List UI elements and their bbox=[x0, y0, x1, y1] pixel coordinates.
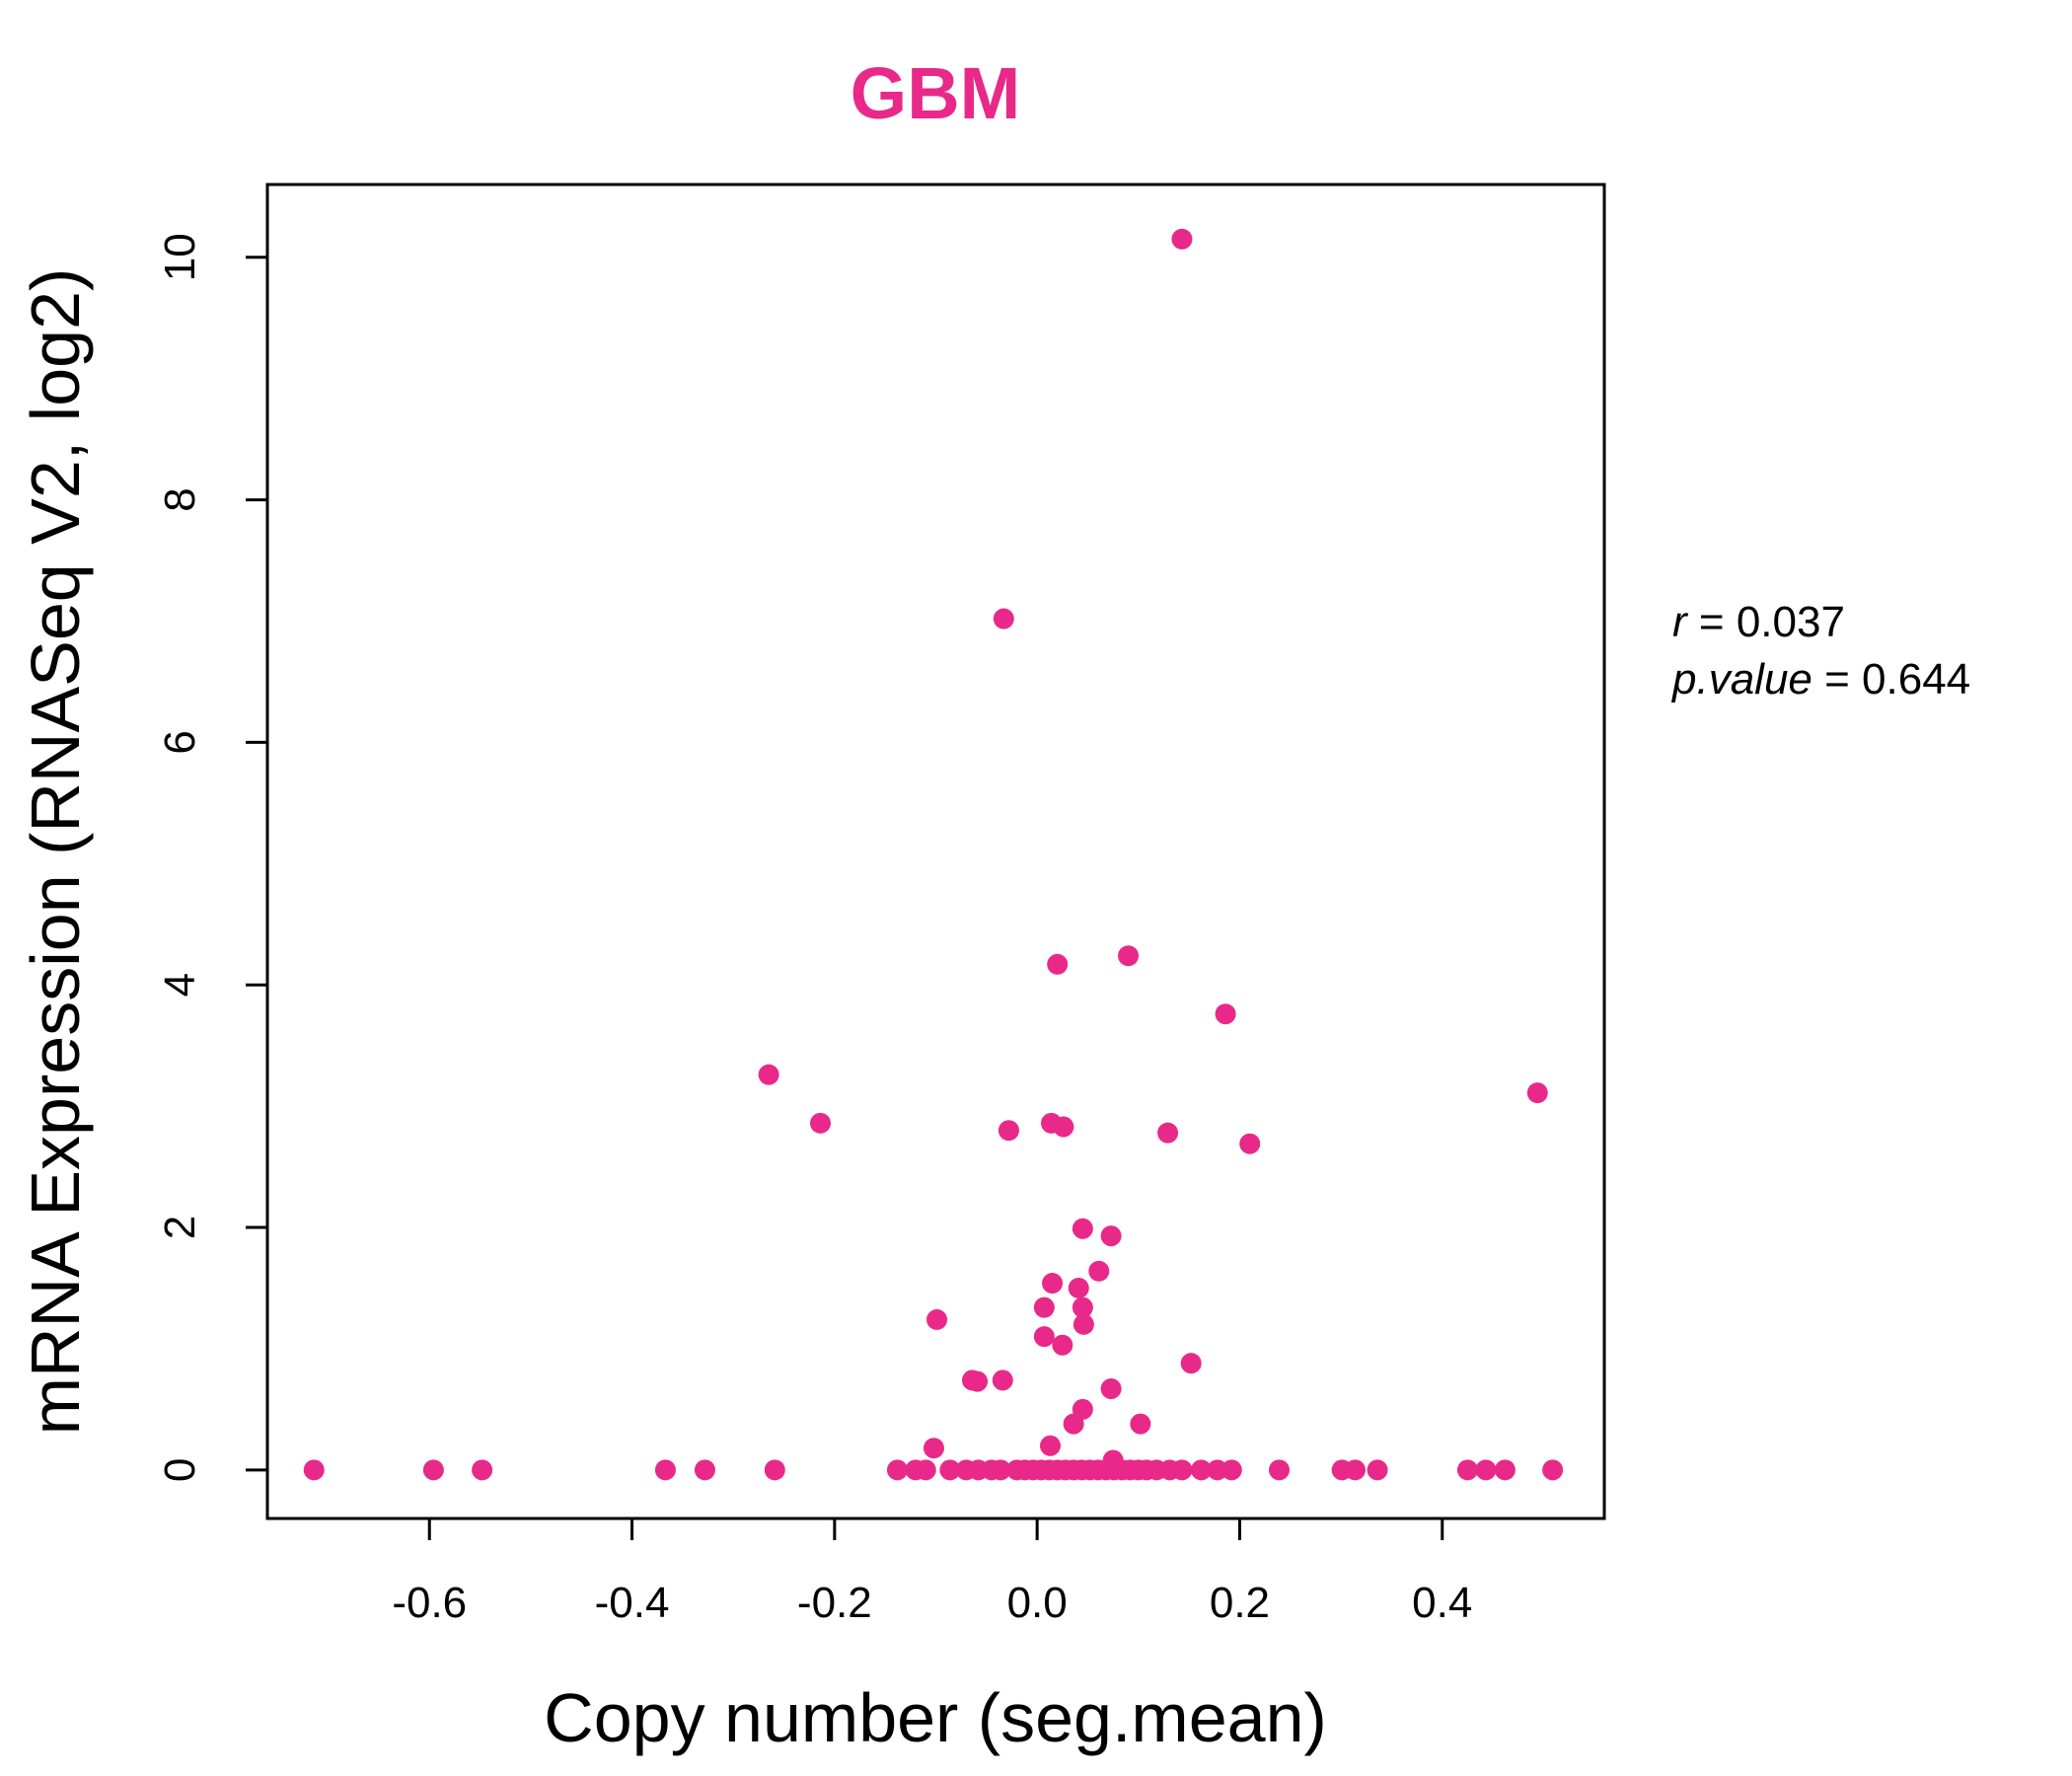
y-tick-label: 8 bbox=[156, 487, 204, 511]
data-point bbox=[993, 608, 1014, 629]
data-point bbox=[939, 1459, 961, 1481]
x-tick-label: 0.0 bbox=[1007, 1579, 1068, 1627]
y-tick-label: 6 bbox=[156, 730, 204, 754]
correlation-stats: r = 0.037 p.value = 0.644 bbox=[1670, 598, 1970, 703]
y-tick-label: 2 bbox=[156, 1216, 204, 1239]
data-point bbox=[1180, 1353, 1202, 1374]
data-point bbox=[1542, 1459, 1564, 1481]
data-point bbox=[1207, 1459, 1228, 1481]
data-point bbox=[1171, 228, 1193, 250]
data-point bbox=[886, 1459, 908, 1481]
data-point bbox=[1073, 1313, 1094, 1335]
chart-title: GBM bbox=[851, 52, 1021, 134]
data-point bbox=[926, 1308, 948, 1330]
data-point bbox=[1042, 1273, 1064, 1295]
data-point bbox=[1475, 1459, 1497, 1481]
data-point bbox=[1215, 1003, 1236, 1025]
data-point bbox=[1157, 1122, 1179, 1144]
x-tick-label: -0.6 bbox=[392, 1579, 467, 1627]
data-point bbox=[1344, 1459, 1366, 1481]
data-point bbox=[694, 1459, 715, 1481]
x-tick-label: -0.4 bbox=[595, 1579, 670, 1627]
data-point bbox=[1033, 1326, 1055, 1348]
data-point bbox=[758, 1064, 779, 1085]
data-point bbox=[1063, 1413, 1084, 1435]
data-point bbox=[990, 1459, 1011, 1481]
data-point bbox=[1072, 1296, 1093, 1318]
data-point bbox=[1100, 1225, 1122, 1247]
data-point bbox=[1367, 1459, 1388, 1481]
data-point bbox=[923, 1438, 944, 1459]
data-points bbox=[303, 228, 1564, 1481]
data-point bbox=[1088, 1260, 1110, 1282]
y-tick-label: 0 bbox=[156, 1458, 204, 1482]
data-point bbox=[654, 1459, 676, 1481]
data-point bbox=[1072, 1218, 1093, 1239]
data-point bbox=[422, 1459, 444, 1481]
data-point bbox=[1268, 1459, 1290, 1481]
x-axis: -0.6 -0.4 -0.2 0.0 0.2 0.4 bbox=[392, 1518, 1472, 1627]
y-tick-label: 4 bbox=[156, 973, 204, 997]
data-point bbox=[1456, 1459, 1478, 1481]
p-stat: p.value = 0.644 bbox=[1670, 655, 1970, 703]
data-point bbox=[809, 1112, 831, 1134]
data-point bbox=[472, 1459, 493, 1481]
p-value: 0.644 bbox=[1862, 655, 1970, 703]
data-point bbox=[992, 1369, 1013, 1391]
x-axis-label: Copy number (seg.mean) bbox=[544, 1679, 1327, 1756]
data-point bbox=[1130, 1413, 1151, 1435]
data-point bbox=[1494, 1459, 1516, 1481]
y-axis: 0 2 4 6 8 10 bbox=[156, 233, 267, 1482]
data-point bbox=[998, 1120, 1019, 1142]
x-tick-label: -0.2 bbox=[797, 1579, 872, 1627]
data-point bbox=[1100, 1377, 1122, 1399]
data-point bbox=[1239, 1133, 1261, 1154]
data-point bbox=[915, 1459, 936, 1481]
data-point bbox=[1053, 1116, 1074, 1138]
data-point bbox=[1068, 1277, 1089, 1298]
x-tick-label: 0.4 bbox=[1412, 1579, 1472, 1627]
data-point bbox=[1047, 953, 1069, 975]
data-point bbox=[764, 1459, 785, 1481]
data-point bbox=[1190, 1459, 1212, 1481]
y-tick-label: 10 bbox=[156, 233, 204, 281]
x-tick-label: 0.2 bbox=[1210, 1579, 1270, 1627]
y-axis-label: mRNA Expression (RNASeq V2, log2) bbox=[17, 268, 94, 1436]
r-stat: r = 0.037 bbox=[1672, 598, 1845, 646]
data-point bbox=[967, 1370, 989, 1392]
data-point bbox=[1052, 1334, 1073, 1356]
p-key: p.value bbox=[1670, 655, 1813, 703]
r-key: r bbox=[1672, 598, 1689, 646]
data-point bbox=[303, 1459, 325, 1481]
plot-frame bbox=[265, 183, 1606, 1520]
data-point bbox=[1039, 1435, 1061, 1456]
data-point bbox=[1033, 1296, 1055, 1318]
data-point bbox=[1171, 1459, 1193, 1481]
data-point bbox=[1221, 1459, 1242, 1481]
data-point bbox=[1118, 945, 1140, 967]
r-value: 0.037 bbox=[1737, 598, 1845, 646]
data-point bbox=[1526, 1082, 1548, 1104]
